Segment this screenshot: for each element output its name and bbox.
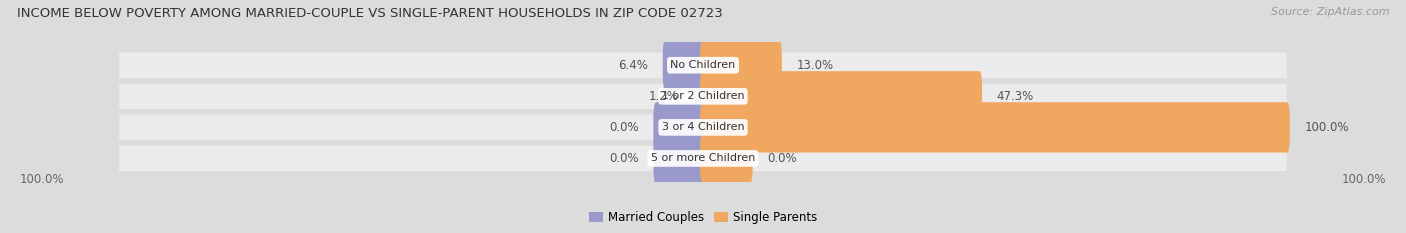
Text: INCOME BELOW POVERTY AMONG MARRIED-COUPLE VS SINGLE-PARENT HOUSEHOLDS IN ZIP COD: INCOME BELOW POVERTY AMONG MARRIED-COUPL… xyxy=(17,7,723,20)
Text: 13.0%: 13.0% xyxy=(796,59,834,72)
Text: 100.0%: 100.0% xyxy=(1305,121,1348,134)
FancyBboxPatch shape xyxy=(120,52,1286,78)
FancyBboxPatch shape xyxy=(662,40,706,90)
FancyBboxPatch shape xyxy=(700,40,782,90)
Text: 3 or 4 Children: 3 or 4 Children xyxy=(662,122,744,132)
FancyBboxPatch shape xyxy=(120,115,1286,140)
FancyBboxPatch shape xyxy=(700,133,752,184)
Text: No Children: No Children xyxy=(671,60,735,70)
Text: 0.0%: 0.0% xyxy=(609,152,638,165)
Text: 5 or more Children: 5 or more Children xyxy=(651,154,755,163)
FancyBboxPatch shape xyxy=(700,102,1289,153)
FancyBboxPatch shape xyxy=(120,84,1286,109)
Legend: Married Couples, Single Parents: Married Couples, Single Parents xyxy=(585,206,821,229)
FancyBboxPatch shape xyxy=(120,146,1286,171)
FancyBboxPatch shape xyxy=(693,71,706,121)
FancyBboxPatch shape xyxy=(654,133,706,184)
Text: 0.0%: 0.0% xyxy=(768,152,797,165)
Text: 6.4%: 6.4% xyxy=(619,59,648,72)
Text: 100.0%: 100.0% xyxy=(1341,173,1386,186)
FancyBboxPatch shape xyxy=(700,71,981,121)
Text: 1.2%: 1.2% xyxy=(648,90,679,103)
Text: 100.0%: 100.0% xyxy=(20,173,65,186)
Text: 1 or 2 Children: 1 or 2 Children xyxy=(662,91,744,101)
Text: 47.3%: 47.3% xyxy=(997,90,1033,103)
Text: 0.0%: 0.0% xyxy=(609,121,638,134)
Text: Source: ZipAtlas.com: Source: ZipAtlas.com xyxy=(1271,7,1389,17)
FancyBboxPatch shape xyxy=(654,102,706,153)
